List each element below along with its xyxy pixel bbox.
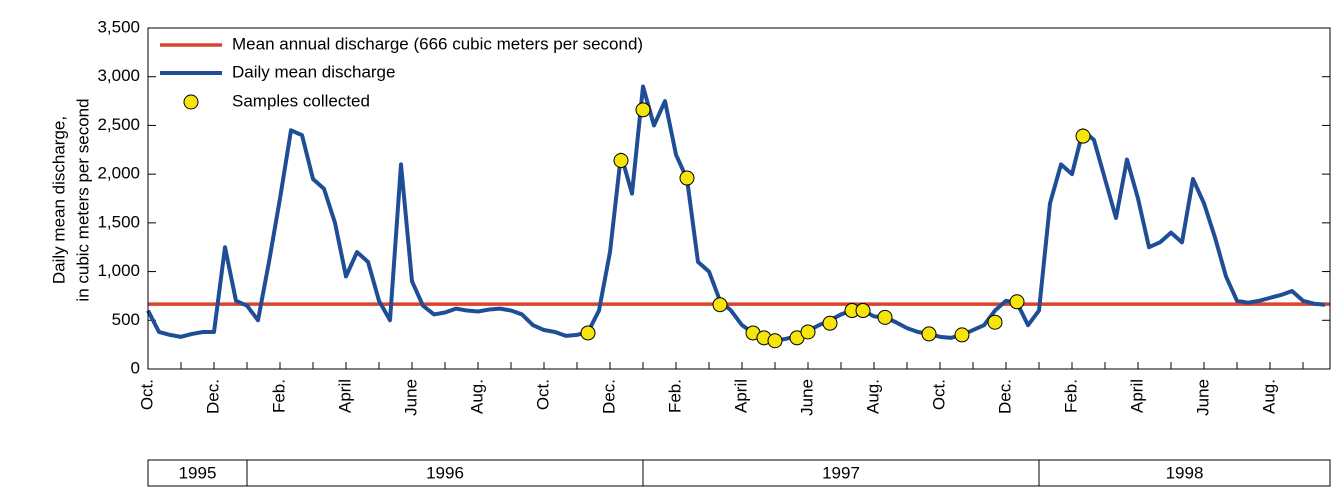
discharge-line <box>146 84 1326 343</box>
sample-point <box>635 102 651 118</box>
x-tick-label: Oct. <box>929 379 948 410</box>
y-tick-label: 3,500 <box>97 17 140 36</box>
x-tick-label: Aug. <box>1259 379 1278 414</box>
y-axis-label: Daily mean discharge, <box>49 116 68 284</box>
year-row <box>147 459 1331 487</box>
sample-point <box>767 333 783 349</box>
sample-point <box>855 303 871 319</box>
x-tick-label: June <box>1193 379 1212 416</box>
year-label: 1998 <box>1166 463 1204 482</box>
x-tick-label: April <box>731 379 750 413</box>
legend-label: Mean annual discharge (666 cubic meters … <box>232 34 643 53</box>
legend-label: Samples collected <box>232 91 370 110</box>
sample-point <box>1075 128 1091 144</box>
x-tick-label: April <box>335 379 354 413</box>
plot-frame <box>147 27 1331 370</box>
x-tick-label: Aug. <box>863 379 882 414</box>
y-tick-label: 0 <box>131 358 140 377</box>
sample-point <box>613 153 629 169</box>
sample-point <box>712 297 728 313</box>
sample-point <box>800 324 816 340</box>
legend-label: Daily mean discharge <box>232 62 395 81</box>
sample-point <box>822 315 838 331</box>
x-tick-label: June <box>797 379 816 416</box>
year-label: 1997 <box>822 463 860 482</box>
x-tick-label: April <box>1127 379 1146 413</box>
y-tick-label: 2,000 <box>97 164 140 183</box>
x-tick-label: Feb. <box>665 379 684 413</box>
y-tick-label: 500 <box>112 310 140 329</box>
sample-point <box>921 326 937 342</box>
sample-point <box>580 325 596 341</box>
x-tick-label: Oct. <box>137 379 156 410</box>
x-tick-label: Oct. <box>533 379 552 410</box>
sample-point <box>877 309 893 325</box>
y-tick-label: 1,500 <box>97 212 140 231</box>
x-tick-label: Feb. <box>1061 379 1080 413</box>
x-tick-label: Feb. <box>269 379 288 413</box>
y-tick-label: 1,000 <box>97 261 140 280</box>
y-axis-label: in cubic meters per second <box>73 98 92 301</box>
x-tick-label: Dec. <box>203 379 222 414</box>
sample-point <box>987 314 1003 330</box>
year-label: 1996 <box>426 463 464 482</box>
x-tick-label: Dec. <box>995 379 1014 414</box>
x-tick-label: June <box>401 379 420 416</box>
y-tick-label: 3,000 <box>97 66 140 85</box>
legend-swatch <box>183 94 199 110</box>
y-tick-label: 2,500 <box>97 115 140 134</box>
sample-point <box>1009 294 1025 310</box>
x-tick-label: Dec. <box>599 379 618 414</box>
x-tick-label: Aug. <box>467 379 486 414</box>
year-label: 1995 <box>179 463 217 482</box>
sample-point <box>679 170 695 186</box>
sample-point <box>954 327 970 343</box>
